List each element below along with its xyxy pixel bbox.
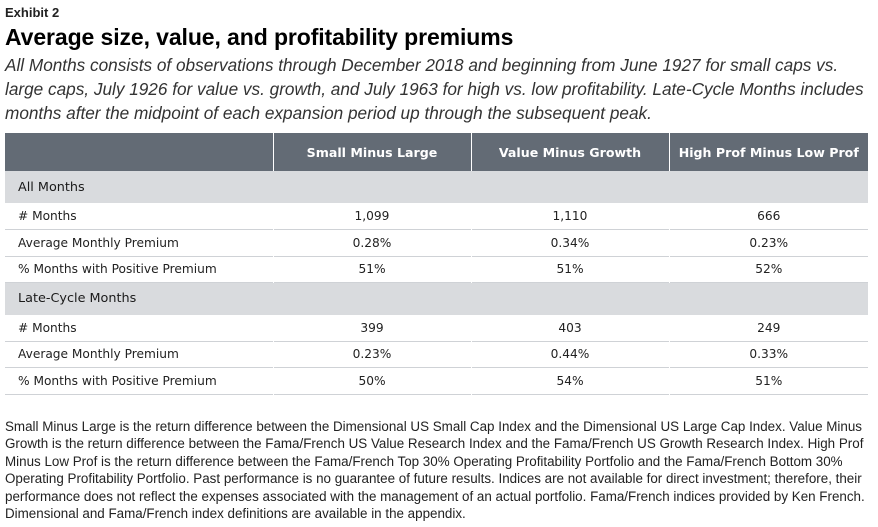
- table-cell: 666: [668, 203, 868, 230]
- column-header-high-prof-minus-low-prof: High Prof Minus Low Prof: [668, 133, 868, 171]
- table-cell: 51%: [272, 256, 471, 283]
- table-row: # Months 399 403 249: [5, 314, 868, 341]
- section-label: All Months: [18, 179, 85, 195]
- table-cell: 403: [470, 314, 669, 341]
- premiums-table: Small Minus Large Value Minus Growth Hig…: [5, 133, 868, 395]
- row-label: % Months with Positive Premium: [18, 373, 217, 388]
- table-cell: 54%: [470, 367, 669, 394]
- section-label: Late-Cycle Months: [18, 291, 137, 307]
- table-cell: 249: [668, 314, 868, 341]
- table-row: % Months with Positive Premium 50% 54% 5…: [5, 367, 868, 394]
- section-row-all-months: All Months: [5, 171, 868, 203]
- table-cell: 1,110: [470, 203, 669, 230]
- column-header-value-minus-growth: Value Minus Growth: [470, 133, 669, 171]
- subtitle: All Months consists of observations thro…: [5, 55, 864, 123]
- table-cell: 52%: [668, 256, 868, 283]
- section-row-late-cycle-months: Late-Cycle Months: [5, 282, 868, 315]
- table-row: Average Monthly Premium 0.28% 0.34% 0.23…: [5, 229, 868, 256]
- column-header-small-minus-large: Small Minus Large: [272, 133, 471, 171]
- table-cell: 1,099: [272, 203, 471, 230]
- table-cell: 0.23%: [668, 229, 868, 256]
- row-label: Average Monthly Premium: [18, 235, 179, 250]
- table-row: # Months 1,099 1,110 666: [5, 203, 868, 230]
- table-cell: 51%: [470, 256, 669, 283]
- row-label: % Months with Positive Premium: [18, 262, 217, 277]
- column-header-label: [5, 133, 273, 171]
- row-label: # Months: [18, 209, 77, 223]
- table-cell: 0.23%: [272, 341, 471, 368]
- table-cell: 0.44%: [470, 341, 669, 368]
- row-label: # Months: [18, 320, 77, 335]
- exhibit-label: Exhibit 2: [5, 5, 60, 20]
- table-cell: 51%: [668, 367, 868, 394]
- table-row: Average Monthly Premium 0.23% 0.44% 0.33…: [5, 341, 868, 368]
- table-cell: 0.34%: [470, 229, 669, 256]
- table-cell: 50%: [272, 367, 471, 394]
- footnote: Small Minus Large is the return differen…: [5, 419, 865, 522]
- table-header-row: Small Minus Large Value Minus Growth Hig…: [5, 133, 868, 171]
- table-cell: 399: [272, 314, 471, 341]
- table-cell: 0.28%: [272, 229, 471, 256]
- row-label: Average Monthly Premium: [18, 347, 179, 362]
- table-row: % Months with Positive Premium 51% 51% 5…: [5, 256, 868, 283]
- table-cell: 0.33%: [668, 341, 868, 368]
- page-title: Average size, value, and profitability p…: [5, 24, 514, 50]
